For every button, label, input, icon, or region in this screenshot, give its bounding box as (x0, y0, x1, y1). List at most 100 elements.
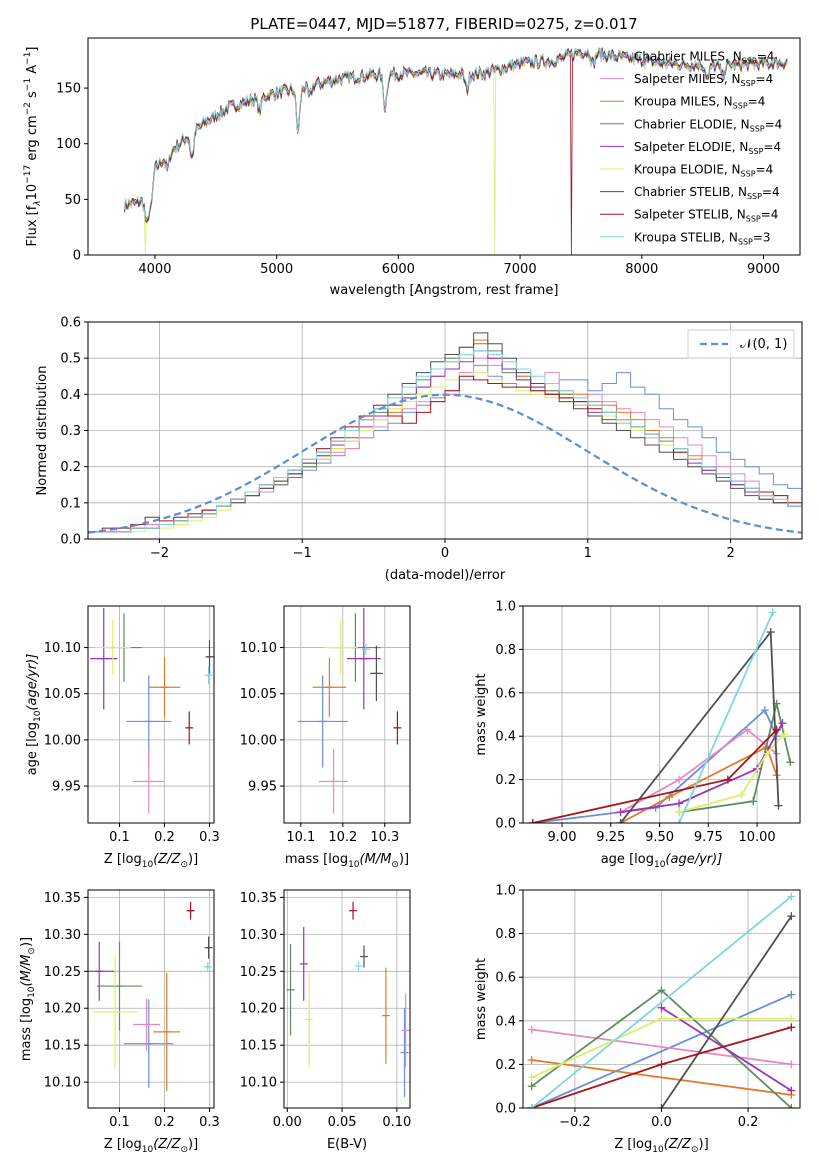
plot-area (528, 608, 795, 823)
age-vs-mass-panel: 10.1 10.2 10.3 9.95 10.00 10.05 10.10 mass [log… (240, 605, 411, 870)
legend-label: Salpeter STELIB, NSSP=4 (634, 208, 778, 224)
y-tick-label: 0.0 (495, 1102, 516, 1117)
y-tick-label: 0.2 (60, 460, 81, 475)
x-tick-label: 10.1 (286, 830, 315, 845)
y-tick-label: 0.0 (60, 533, 81, 548)
series-line (531, 993, 792, 1108)
x-tick-label: 0.2 (154, 830, 175, 845)
x-axis-label: Z [log10(Z/Z⊙)] (104, 852, 198, 870)
axes-frame (522, 605, 801, 824)
y-tick-label: 9.95 (248, 780, 277, 795)
x-axis-label: Z [log10(Z/Z⊙)] (614, 1137, 708, 1155)
x-tick-label: 6000 (382, 262, 415, 277)
y-tick-label: 10.20 (240, 1002, 277, 1017)
page-title: PLATE=0447, MJD=51877, FIBERID=0275, z=0… (250, 15, 637, 33)
x-tick-label: 0.05 (328, 1115, 357, 1130)
legend-label: Kroupa ELODIE, NSSP=4 (634, 163, 773, 179)
axes-frame (87, 321, 803, 540)
series-line (620, 745, 778, 823)
y-tick-label: 9.95 (52, 780, 81, 795)
histogram-step (88, 332, 802, 533)
y-tick-label: 0 (73, 249, 81, 264)
x-tick-label: 0.1 (109, 1115, 130, 1130)
x-tick-label: 10.2 (328, 830, 357, 845)
y-tick-label: 0.8 (495, 643, 516, 658)
y-tick-label: 0.6 (60, 316, 81, 331)
y-tick-label: 150 (56, 82, 81, 97)
legend-label: Chabrier MILES, NSSP=4 (634, 50, 774, 66)
y-tick-label: 10.10 (44, 1076, 81, 1091)
y-tick-label: 10.30 (44, 928, 81, 943)
axes-frame (87, 605, 215, 824)
x-tick-label: −2 (150, 546, 169, 561)
legend-label: Kroupa MILES, NSSP=4 (634, 95, 765, 111)
x-axis-label: (data-model)/error (385, 568, 506, 583)
spectrum-panel: 4000 5000 6000 7000 8000 9000 0 50 100 150 wavelen… (23, 37, 801, 298)
legend-label: Kroupa STELIB, NSSP=3 (634, 230, 771, 246)
y-tick-label: 10.10 (44, 641, 81, 656)
axes-frame (283, 889, 411, 1109)
y-tick-label: 0.2 (495, 773, 516, 788)
axes-frame (87, 37, 801, 256)
x-tick-label: 9.50 (645, 830, 674, 845)
y-tick-label: 0.6 (495, 971, 516, 986)
y-tick-label: 0.1 (60, 496, 81, 511)
y-tick-label: 0.3 (60, 424, 81, 439)
spectrum-line (124, 47, 788, 255)
x-tick-label: 9000 (747, 262, 780, 277)
series-line (620, 722, 784, 813)
mass-vs-ebv-panel: 0.00 0.05 0.10 10.10 10.15 10.20 10.25 10.30 10.… (240, 889, 411, 1152)
series-line (531, 1059, 792, 1096)
y-tick-label: 50 (64, 193, 81, 208)
series-line (660, 915, 793, 1108)
legend: Chabrier MILES, NSSP=4 Salpeter MILES, NS… (600, 50, 782, 246)
series-line (661, 1006, 792, 1092)
plot-area (124, 46, 788, 255)
mass-weight-vs-age-panel: 9.00 9.25 9.50 9.75 10.00 0.0 0.2 0.4 0.6 0.8 1.0 a… (474, 600, 801, 870)
y-axis-label: age [log10(age/yr)] (25, 654, 43, 776)
spectrum-line (124, 46, 788, 222)
x-tick-label: 1 (584, 546, 592, 561)
x-tick-label: −0.2 (559, 1115, 591, 1130)
x-tick-label: 10.3 (370, 830, 399, 845)
y-tick-label: 0.4 (495, 1014, 516, 1029)
y-tick-label: 0.4 (495, 730, 516, 745)
series-line (531, 1028, 792, 1066)
plot-area (88, 901, 213, 1092)
y-tick-label: 10.25 (240, 965, 277, 980)
plot-area (88, 332, 802, 534)
y-tick-label: 10.10 (240, 1076, 277, 1091)
x-tick-label: 5000 (260, 262, 293, 277)
series-line (678, 612, 774, 823)
x-tick-label: 2 (726, 546, 734, 561)
x-tick-label: 0.0 (651, 1115, 672, 1130)
x-tick-label: 9.25 (596, 830, 625, 845)
y-tick-label: 10.00 (240, 733, 277, 748)
legend-label: Chabrier ELODIE, NSSP=4 (634, 117, 782, 133)
x-axis-label: E(B-V) (327, 1137, 367, 1152)
x-tick-label: 0.00 (273, 1115, 302, 1130)
x-tick-label: 0.10 (382, 1115, 411, 1130)
legend-label: 𝒩(0, 1) (740, 337, 787, 352)
y-axis-label: mass weight (474, 673, 489, 755)
y-tick-label: 10.05 (44, 687, 81, 702)
y-tick-label: 0.2 (495, 1058, 516, 1073)
y-axis-label: mass [log10(M/M⊙)] (19, 937, 37, 1061)
series-line (532, 708, 778, 823)
x-tick-label: 0.1 (109, 830, 130, 845)
y-tick-label: 1.0 (495, 600, 516, 615)
legend-label: Chabrier STELIB, NSSP=4 (634, 185, 780, 201)
axes-frame (283, 605, 411, 824)
y-tick-label: 10.25 (44, 965, 81, 980)
y-tick-label: 10.35 (240, 891, 277, 906)
x-tick-label: 0.3 (199, 1115, 220, 1130)
x-tick-label: 8000 (625, 262, 658, 277)
plot-area (286, 901, 410, 1097)
normal-curve (88, 393, 802, 534)
legend-label: Salpeter MILES, NSSP=4 (634, 72, 773, 88)
series-line (531, 895, 792, 1108)
y-tick-label: 10.35 (44, 891, 81, 906)
y-axis-label: Flux [fλ10−17 erg cm−2 s−1 A−1] (23, 47, 43, 247)
y-axis-label: mass weight (474, 958, 489, 1040)
